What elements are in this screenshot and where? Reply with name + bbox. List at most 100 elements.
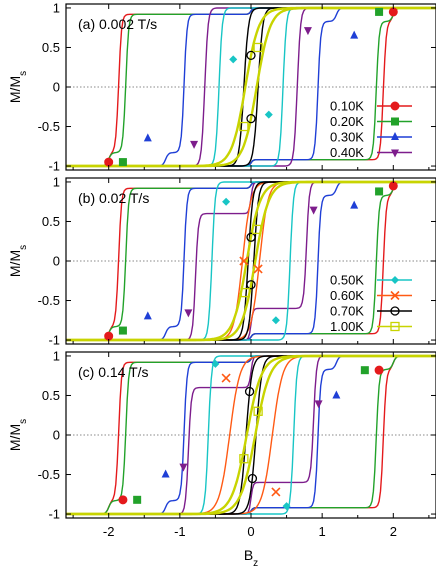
marker-0.70K-1 <box>246 113 256 124</box>
ylabel-group: M/Ms M/Ms M/Ms <box>7 71 29 451</box>
x-tick-label: 0 <box>247 524 254 539</box>
panel-2: -1 -0.5 0 0.5 1 (b) 0.02 T/s 0.50K0.60K0.70K1.… <box>38 174 436 348</box>
legend-marker-0.60K <box>390 290 400 301</box>
y-tick-label: 0.5 <box>42 214 60 229</box>
marker-0.20K-0 <box>118 326 127 335</box>
y-tick-label: -1 <box>48 159 60 174</box>
y-tick-label: 1 <box>53 174 60 189</box>
y-tick-label: 0 <box>53 428 60 443</box>
marker-0.50K-1 <box>282 502 291 511</box>
legend-label-0.50K: 0.50K <box>330 273 364 288</box>
marker-1.00K-0 <box>253 406 263 416</box>
marker-0.20K-1 <box>360 366 369 375</box>
y-tick-label: 0.5 <box>42 388 60 403</box>
markers <box>118 359 384 511</box>
marker-0.10K-1 <box>374 365 384 375</box>
legend-label-0.60K: 0.60K <box>330 288 364 303</box>
marker-0.10K-0 <box>118 495 128 505</box>
legend-marker-0.20K <box>391 117 399 126</box>
y-axis-label: M/Ms <box>7 419 29 451</box>
marker-0.70K-0 <box>246 232 256 242</box>
marker-0.50K-0 <box>229 55 238 64</box>
marker-0.60K-0 <box>239 256 249 266</box>
marker-0.10K-1 <box>388 181 398 191</box>
y-axis-label: M/Ms <box>7 245 29 277</box>
marker-1.00K-1 <box>239 454 249 464</box>
x-tick-label: -2 <box>103 524 115 539</box>
legend-marker-1.00K <box>390 321 400 332</box>
marker-0.60K-1 <box>271 487 281 497</box>
y-tick-label: 0 <box>53 80 60 95</box>
x-tick-label: 1 <box>319 524 326 539</box>
marker-0.40K-1 <box>314 400 323 409</box>
marker-0.20K-0 <box>118 158 127 167</box>
marker-1.00K-1 <box>239 121 249 132</box>
y-tick-label: 1 <box>53 0 60 15</box>
panels: -1-0.500.51(a) 0.002 T/s0.10K0.20K0.30K0… <box>38 0 436 539</box>
curves <box>66 354 436 516</box>
marker-0.30K-1 <box>350 30 359 39</box>
legend-label-1.00K: 1.00K <box>330 319 364 334</box>
marker-0.70K-1 <box>246 280 256 290</box>
markers <box>104 181 398 341</box>
marker-0.30K-0 <box>161 469 170 478</box>
legend-label-0.10K: 0.10K <box>330 99 364 114</box>
y-tick-label: -0.5 <box>38 467 60 482</box>
legend-marker-0.50K <box>391 276 399 284</box>
legend-label-0.70K: 0.70K <box>330 304 364 319</box>
legend-label-0.20K: 0.20K <box>330 114 364 129</box>
series-line-1.00K-down <box>66 6 436 168</box>
y-tick-label: -0.5 <box>38 293 60 308</box>
marker-0.50K-0 <box>211 359 220 368</box>
marker-0.60K-0 <box>221 373 231 383</box>
panel-title: (b) 0.02 T/s <box>78 190 149 206</box>
legend-marker-0.70K <box>390 306 400 316</box>
marker-0.40K-1 <box>309 206 318 215</box>
x-tick-label: 2 <box>390 524 397 539</box>
marker-0.50K-1 <box>271 316 280 325</box>
legend-marker-0.30K <box>391 132 399 140</box>
marker-0.10K-1 <box>388 7 398 17</box>
markers <box>104 7 398 167</box>
y-tick-label: 0 <box>53 254 60 269</box>
y-tick-label: 0.5 <box>42 40 60 55</box>
marker-0.70K-1 <box>247 473 258 484</box>
panel-title: (c) 0.14 T/s <box>78 364 149 380</box>
marker-0.30K-1 <box>332 390 341 399</box>
curves <box>66 6 436 168</box>
marker-1.00K-1 <box>240 287 250 298</box>
marker-0.70K-0 <box>246 50 256 61</box>
marker-1.00K-0 <box>252 224 262 235</box>
y-tick-label: -0.5 <box>38 119 60 134</box>
y-tick-label: -1 <box>48 507 60 522</box>
series-line-1.00K-down <box>66 354 436 516</box>
legend-marker-0.40K <box>391 149 399 158</box>
legend-label-0.30K: 0.30K <box>330 130 364 145</box>
y-tick-label: -1 <box>48 333 60 348</box>
marker-0.40K-0 <box>184 309 193 318</box>
x-tick-label: -1 <box>174 524 186 539</box>
legend-marker-0.10K <box>390 101 400 111</box>
marker-0.50K-1 <box>264 110 273 119</box>
marker-1.00K-0 <box>253 42 263 53</box>
marker-0.40K-0 <box>179 463 188 472</box>
series-line-1.00K-down <box>66 180 436 342</box>
marker-0.20K-0 <box>133 495 142 504</box>
marker-0.70K-0 <box>244 386 255 397</box>
x-axis-label: Bz <box>244 547 258 569</box>
marker-0.20K-1 <box>375 7 384 16</box>
y-tick-label: 1 <box>53 348 60 363</box>
marker-0.10K-0 <box>104 331 114 341</box>
marker-0.40K-1 <box>303 27 312 36</box>
marker-0.60K-1 <box>253 264 263 274</box>
marker-0.20K-1 <box>375 187 384 196</box>
legend-label-0.40K: 0.40K <box>330 145 364 160</box>
marker-0.30K-1 <box>350 200 359 209</box>
marker-0.50K-0 <box>222 197 231 206</box>
y-axis-label: M/Ms <box>7 71 29 103</box>
marker-0.30K-0 <box>143 311 152 320</box>
marker-0.30K-0 <box>143 133 152 142</box>
